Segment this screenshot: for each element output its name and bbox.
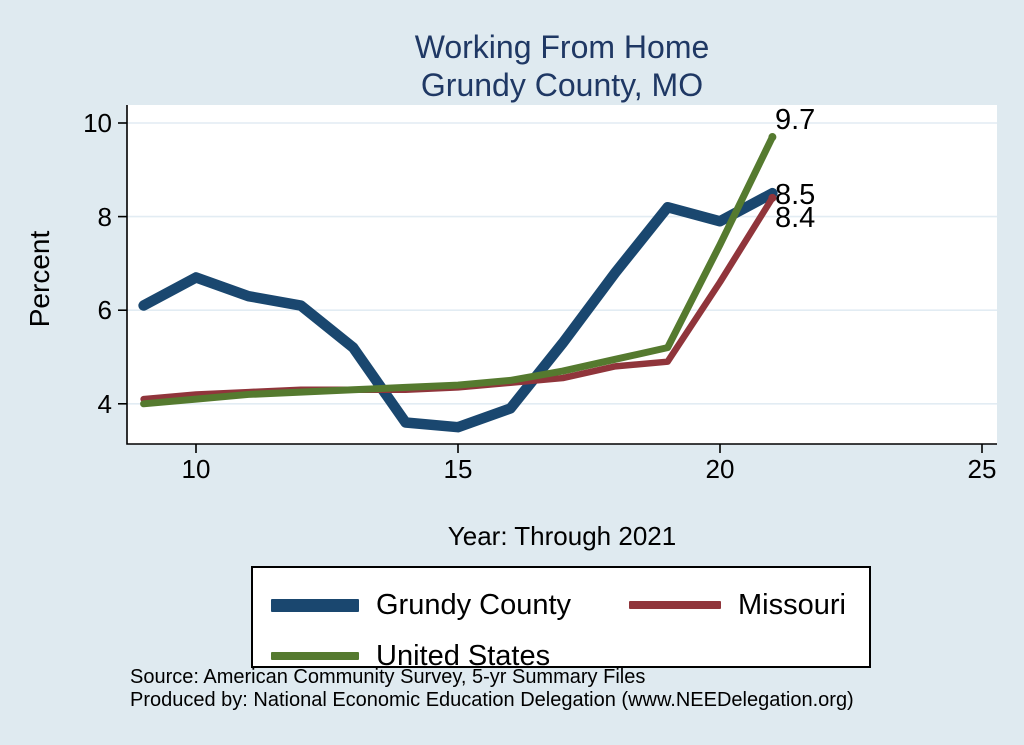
chart-title: Working From Home Grundy County, MO <box>100 28 1024 104</box>
legend-entry-grundy-county: Grundy County <box>271 588 571 622</box>
legend-label-grundy-county: Grundy County <box>376 588 572 621</box>
y-tick-label-4: 4 <box>97 388 112 419</box>
line-united-states <box>140 133 776 408</box>
source-line: Source: American Community Survey, 5-yr … <box>130 666 646 688</box>
y-tick-label-6: 6 <box>97 295 112 326</box>
legend-entry-united-states: United States <box>271 639 550 673</box>
x-tick-label-20: 20 <box>705 454 735 484</box>
value-label-grundy-county: 8.5 <box>775 179 816 211</box>
chart-title-line2: Grundy County, MO <box>420 67 704 103</box>
end-marker-united-states <box>768 133 777 142</box>
x-tick-label-10: 10 <box>181 454 211 484</box>
value-label-missouri: 8.4 <box>775 202 816 234</box>
x-axis-title: Year: Through 2021 <box>447 521 677 551</box>
plot-background <box>127 105 997 444</box>
legend-swatch-missouri <box>629 601 721 609</box>
legend: Grundy County Missouri United States <box>251 566 871 672</box>
legend-swatch-grundy-county <box>271 598 359 612</box>
legend-label-united-states: United States <box>376 639 551 672</box>
legend-swatch-united-states <box>271 652 359 660</box>
legend-entry-missouri: Missouri <box>629 588 846 622</box>
legend-label-missouri: Missouri <box>738 588 846 621</box>
end-marker-missouri <box>768 193 777 202</box>
value-label-united-states: 9.7 <box>775 104 816 136</box>
y-tick-label-10: 10 <box>83 108 112 138</box>
x-tick-label-15: 15 <box>443 454 473 484</box>
y-tick-label-8: 8 <box>97 201 112 232</box>
axes <box>126 105 997 445</box>
x-tick-label-25: 25 <box>967 454 997 484</box>
chart-title-line1: Working From Home <box>414 29 710 65</box>
source-block: Source: American Community Survey, 5-yr … <box>130 666 854 712</box>
produced-line: Produced by: National Economic Education… <box>130 689 854 711</box>
line-grundy-county <box>138 187 778 433</box>
y-axis-title: Percent <box>24 230 55 328</box>
